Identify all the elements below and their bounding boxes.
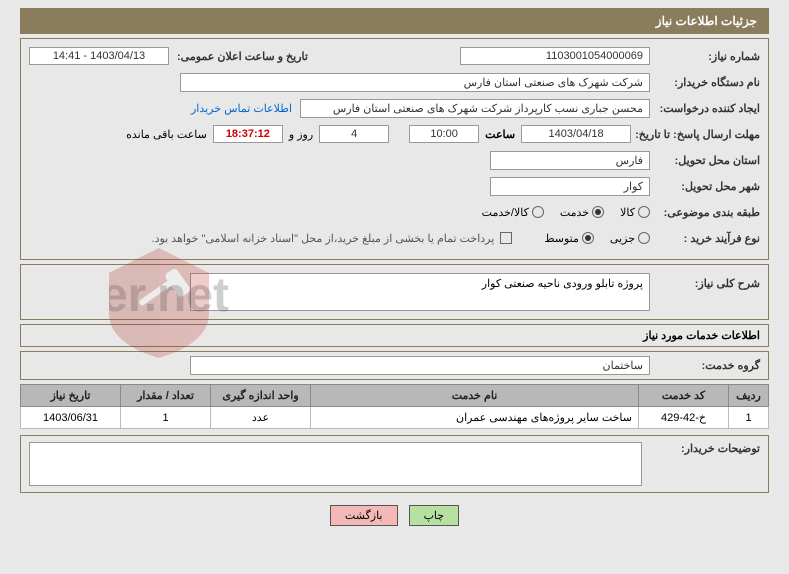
page-title: جزئیات اطلاعات نیاز — [656, 14, 757, 28]
general-desc-label: شرح کلی نیاز: — [650, 273, 760, 290]
radio-goods-label: کالا — [620, 206, 635, 219]
radio-icon — [582, 232, 594, 244]
process-label: نوع فرآیند خرید : — [650, 232, 760, 245]
th-unit: واحد اندازه گیری — [211, 385, 311, 407]
th-name: نام خدمت — [311, 385, 639, 407]
province-value: فارس — [490, 151, 650, 170]
category-label: طبقه بندی موضوعی: — [650, 206, 760, 219]
radio-icon — [532, 206, 544, 218]
page-header: جزئیات اطلاعات نیاز — [20, 8, 769, 34]
services-info-header: اطلاعات خدمات مورد نیاز — [20, 324, 769, 347]
services-info-label: اطلاعات خدمات مورد نیاز — [643, 330, 760, 342]
table-row: 1 خ-42-429 ساخت سایر پروژه‌های مهندسی عم… — [21, 407, 769, 429]
deadline-label: مهلت ارسال پاسخ: تا تاریخ: — [631, 128, 760, 141]
announce-label: تاریخ و ساعت اعلان عمومی: — [173, 50, 308, 63]
radio-minor-label: جزیی — [610, 232, 635, 245]
payment-checkbox[interactable] — [500, 232, 512, 244]
radio-medium-label: متوسط — [544, 232, 579, 245]
buyer-desc-label: توضیحات خریدار: — [650, 442, 760, 455]
radio-service[interactable]: خدمت — [560, 206, 604, 219]
service-group-panel: گروه خدمت: ساختمان — [20, 351, 769, 380]
radio-minor[interactable]: جزیی — [610, 232, 650, 245]
general-desc-value: پروژه تابلو ورودی ناحیه صنعتی کوار — [190, 273, 650, 311]
province-label: استان محل تحویل: — [650, 154, 760, 167]
announce-value: 1403/04/13 - 14:41 — [29, 47, 169, 65]
contact-link[interactable]: اطلاعات تماس خریدار — [191, 102, 292, 115]
radio-service-label: خدمت — [560, 206, 589, 219]
remaining-label: ساعت باقی مانده — [126, 128, 207, 141]
requester-value: محسن جباری نسب کارپرداز شرکت شهرک های صن… — [300, 99, 650, 118]
cell-name: ساخت سایر پروژه‌های مهندسی عمران — [311, 407, 639, 429]
radio-icon — [638, 206, 650, 218]
radio-icon — [592, 206, 604, 218]
button-row: چاپ بازگشت — [0, 505, 789, 526]
cell-date: 1403/06/31 — [21, 407, 121, 429]
deadline-date: 1403/04/18 — [521, 125, 631, 143]
radio-medium[interactable]: متوسط — [544, 232, 594, 245]
details-panel: شماره نیاز: 1103001054000069 تاریخ و ساع… — [20, 38, 769, 260]
th-code: کد خدمت — [639, 385, 729, 407]
time-label: ساعت — [485, 128, 515, 141]
buyer-org-label: نام دستگاه خریدار: — [650, 76, 760, 89]
city-label: شهر محل تحویل: — [650, 180, 760, 193]
cell-code: خ-42-429 — [639, 407, 729, 429]
th-date: تاریخ نیاز — [21, 385, 121, 407]
th-row: ردیف — [729, 385, 769, 407]
days-and-label: روز و — [289, 128, 313, 141]
buyer-desc-textarea — [29, 442, 642, 486]
city-value: کوار — [490, 177, 650, 196]
general-desc-text: پروژه تابلو ورودی ناحیه صنعتی کوار — [482, 277, 643, 290]
radio-both[interactable]: کالا/خدمت — [482, 206, 544, 219]
remaining-days: 4 — [319, 125, 389, 143]
need-number-value: 1103001054000069 — [460, 47, 650, 65]
need-number-label: شماره نیاز: — [650, 50, 760, 63]
cell-unit: عدد — [211, 407, 311, 429]
cell-row: 1 — [729, 407, 769, 429]
radio-icon — [638, 232, 650, 244]
cell-qty: 1 — [121, 407, 211, 429]
general-desc-panel: شرح کلی نیاز: پروژه تابلو ورودی ناحیه صن… — [20, 264, 769, 320]
requester-label: ایجاد کننده درخواست: — [650, 102, 760, 115]
back-button[interactable]: بازگشت — [330, 505, 398, 526]
process-radios: جزیی متوسط — [532, 232, 650, 245]
category-radios: کالا خدمت کالا/خدمت — [470, 206, 650, 219]
services-table: ردیف کد خدمت نام خدمت واحد اندازه گیری ت… — [20, 384, 769, 429]
buyer-org-value: شرکت شهرک های صنعتی استان فارس — [180, 73, 650, 92]
th-qty: تعداد / مقدار — [121, 385, 211, 407]
payment-note: پرداخت تمام یا بخشی از مبلغ خرید،از محل … — [152, 232, 495, 245]
radio-both-label: کالا/خدمت — [482, 206, 529, 219]
radio-goods[interactable]: کالا — [620, 206, 650, 219]
print-button[interactable]: چاپ — [409, 505, 460, 526]
service-group-label: گروه خدمت: — [650, 359, 760, 372]
deadline-time: 10:00 — [409, 125, 479, 143]
buyer-desc-panel: توضیحات خریدار: — [20, 435, 769, 493]
service-group-value: ساختمان — [190, 356, 650, 375]
remaining-time: 18:37:12 — [213, 125, 283, 143]
